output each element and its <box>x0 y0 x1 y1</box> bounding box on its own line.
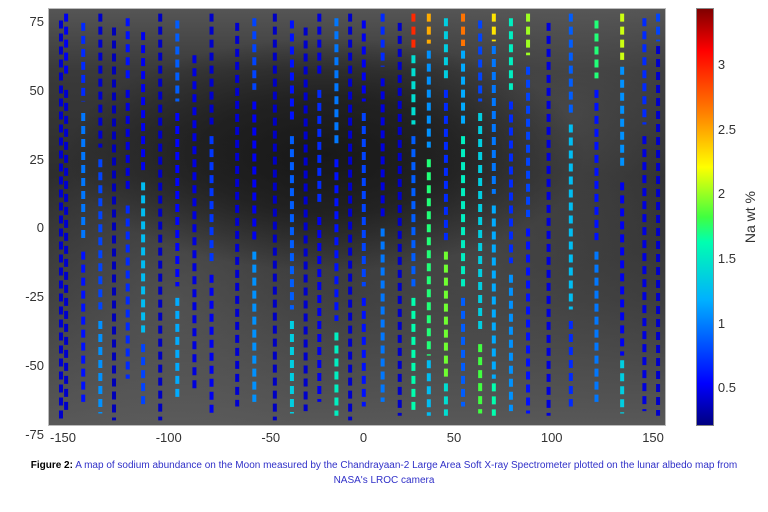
cbar-tick: 2 <box>718 186 736 201</box>
x-tick: 50 <box>447 430 461 444</box>
y-tick: 25 <box>30 152 44 167</box>
plot-area: 75 50 25 0 -25 -50 -75 -150 -100 -50 0 5… <box>8 8 760 448</box>
x-tick: -150 <box>50 430 76 444</box>
cbar-tick: 2.5 <box>718 122 736 137</box>
y-tick: -25 <box>25 289 44 304</box>
map-column: -150 -100 -50 0 50 100 150 <box>48 8 666 448</box>
x-tick: 0 <box>360 430 367 444</box>
y-axis: 75 50 25 0 -25 -50 -75 <box>8 8 48 448</box>
colorbar-ticks: 3 2.5 2 1.5 1 0.5 <box>714 8 740 426</box>
caption-text: A map of sodium abundance on the Moon me… <box>75 460 737 486</box>
x-tick: 100 <box>541 430 563 444</box>
y-tick: -50 <box>25 358 44 373</box>
y-tick: 75 <box>30 14 44 29</box>
figure-caption: Figure 2: A map of sodium abundance on t… <box>14 458 754 488</box>
cbar-tick: 3 <box>718 57 736 72</box>
lunar-map <box>48 8 666 426</box>
caption-label: Figure 2: <box>31 460 73 471</box>
cbar-tick: 0.5 <box>718 380 736 395</box>
data-tracks-layer <box>49 9 665 425</box>
colorbar <box>696 8 714 426</box>
cbar-tick: 1.5 <box>718 251 736 266</box>
y-tick: 50 <box>30 83 44 98</box>
x-tick: 150 <box>642 430 664 444</box>
x-tick: -50 <box>261 430 280 444</box>
colorbar-area: 3 2.5 2 1.5 1 0.5 Na wt % <box>696 8 760 448</box>
y-tick: 0 <box>37 220 44 235</box>
colorbar-label: Na wt % <box>740 191 760 243</box>
y-tick: -75 <box>25 427 44 442</box>
cbar-tick: 1 <box>718 316 736 331</box>
x-axis: -150 -100 -50 0 50 100 150 <box>48 426 666 448</box>
x-tick: -100 <box>156 430 182 444</box>
